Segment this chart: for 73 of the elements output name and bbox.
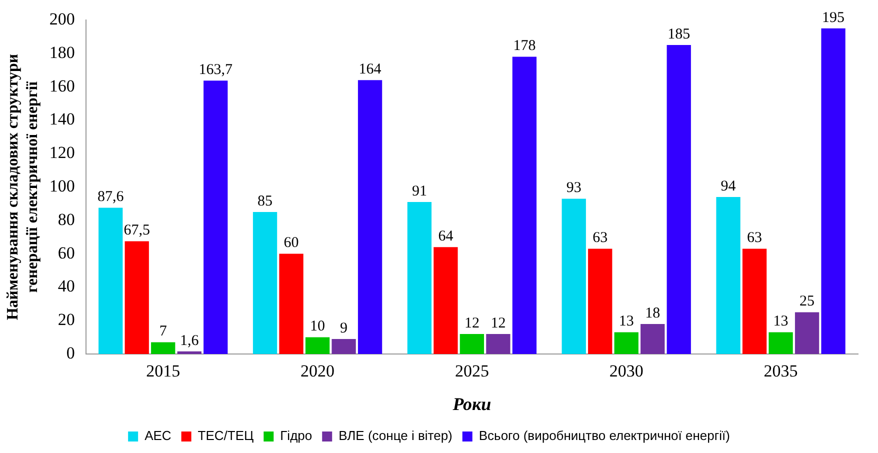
legend-label: ТЕС/ТЕЦ [198,428,254,444]
bar [151,342,176,354]
data-label: 13 [773,314,788,330]
y-tick-label: 100 [49,176,75,196]
data-label: 67,5 [124,222,150,239]
x-tick-label: 2035 [764,362,798,381]
y-tick-label: 160 [49,76,75,96]
y-tick-label: 20 [58,310,75,330]
data-label: 25 [800,294,815,310]
y-tick-label: 0 [66,343,75,362]
data-label: 63 [747,230,762,246]
data-label: 85 [258,193,273,210]
bar [358,80,382,354]
bar [177,351,202,354]
y-tick-label: 80 [58,210,75,229]
x-tick-label: 2030 [609,362,644,381]
data-label: 13 [618,314,634,330]
data-label: 1,6 [180,332,200,349]
y-tick-label: 200 [49,9,75,28]
y-tick-label: 60 [58,243,75,262]
data-label: 63 [592,230,608,246]
data-label: 195 [822,10,845,26]
y-tick-label: 180 [49,42,75,62]
bar [588,248,612,354]
bar [794,312,820,354]
bar [666,45,691,354]
legend-label: Всього (виробництво електричної енергії) [478,428,730,444]
data-label: 9 [340,320,348,336]
x-tick-label: 2015 [146,362,180,381]
bar [821,28,846,354]
bar [305,337,330,354]
y-axis-title: Найменування складових структури генерації електричної енергії [4,54,41,320]
x-tick-label: 2025 [454,362,489,381]
bar [768,332,793,354]
x-axis-title: Роки [452,394,492,414]
bar [716,197,740,354]
bar [512,56,537,354]
bar [204,80,228,354]
legend-label: Гідро [280,428,312,444]
data-label: 87,6 [97,189,124,206]
data-label: 93 [566,180,582,196]
data-label: 18 [645,305,660,322]
bar [640,324,665,354]
x-tick-label: 2020 [300,362,335,381]
legend-label: АЕС [144,428,172,444]
data-label: 91 [412,183,427,200]
legend-label: ВЛЕ (сонце і вітер) [338,428,452,444]
y-tick-label: 40 [58,276,75,296]
y-tick-label: 120 [49,143,75,162]
y-tick-label: 140 [49,110,75,129]
bar [407,202,432,354]
data-label: 12 [490,315,506,332]
bar [98,208,123,354]
bar [434,247,458,354]
data-label: 12 [464,315,480,332]
bar [562,198,586,354]
data-label: 178 [513,38,536,54]
bar [614,332,638,354]
data-label: 7 [159,324,168,340]
bar [486,334,510,354]
bar [124,241,149,354]
data-label: 163,7 [198,62,233,78]
bar [742,248,767,354]
data-label: 64 [438,228,454,245]
bar [279,254,304,354]
bar [252,212,278,354]
bar [460,334,484,354]
data-label: 185 [668,26,690,42]
data-label: 60 [284,235,299,252]
data-label: 94 [720,178,736,194]
data-label: 10 [310,318,326,335]
data-label: 164 [358,62,382,78]
bar [332,338,356,354]
